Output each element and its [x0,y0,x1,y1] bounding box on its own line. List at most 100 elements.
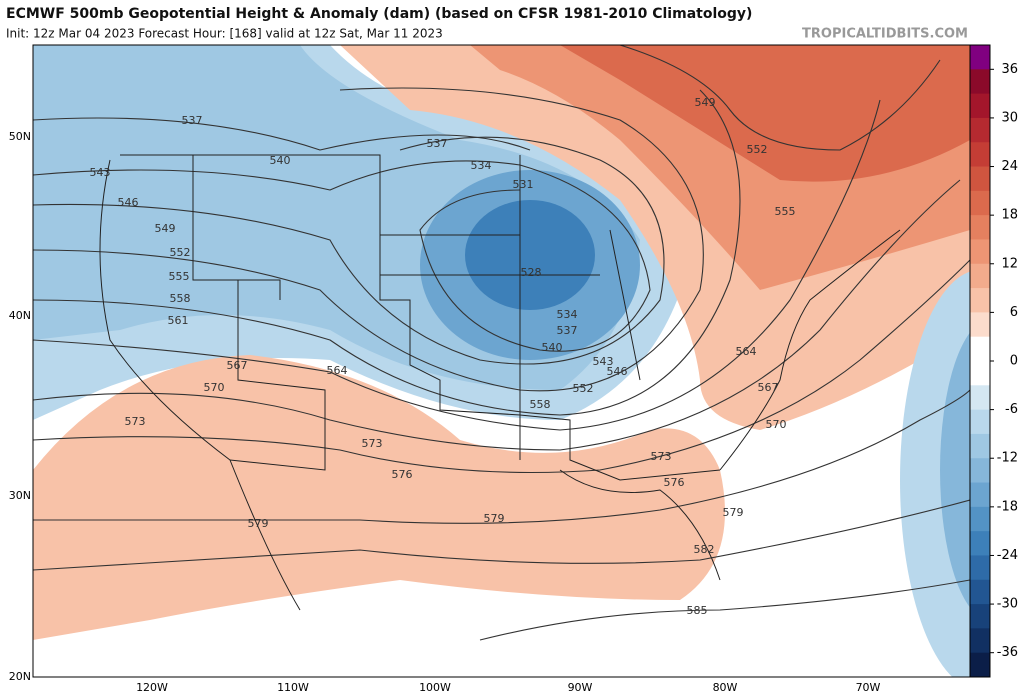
contour-label: 549 [695,96,716,109]
colorbar-segment [970,531,990,556]
colorbar-segment [970,579,990,605]
colorbar-label: 24 [1001,159,1018,174]
contour-label: 576 [664,476,685,489]
contour-label: 573 [362,437,383,450]
contour-label: 558 [530,398,551,411]
contour-label: 531 [513,178,534,191]
colorbar-segment [970,409,990,435]
colorbar-label: -36 [997,645,1018,660]
colorbar-segment [970,69,990,95]
contour-label: 567 [227,359,248,372]
colorbar-segment [970,142,990,168]
colorbar-label: 12 [1001,256,1018,271]
lon-label: 90W [568,681,593,694]
colorbar-label: 30 [1001,110,1018,125]
contour-label: 582 [694,543,715,556]
contour-label: 546 [118,196,139,209]
contour-label: 552 [573,382,594,395]
colorbar-label: -30 [997,597,1018,612]
height-contours [33,45,970,641]
negative-anomaly [940,332,970,608]
colorbar: 36 30 24 18 12 6 0 -6 -12 -18 -24 -30 -36 [969,44,1018,678]
subtitle: Init: 12z Mar 04 2023 Forecast Hour: [16… [6,27,443,41]
contour-label: 552 [747,143,768,156]
contour-label: 546 [607,365,628,378]
contour-label: 555 [169,270,190,283]
colorbar-segment [970,555,990,581]
colorbar-label: 36 [1001,62,1018,77]
contour-labels: 5375435465495525555585615405375345315285… [90,96,796,617]
lat-label: 30N [9,489,31,502]
colorbar-label: -12 [997,451,1018,466]
contour-label: 579 [248,517,269,530]
contour-label: 537 [427,137,448,150]
contour-label: 564 [736,345,757,358]
colorbar-segment [970,166,990,192]
contour-label: 579 [484,512,505,525]
contour-label: 543 [593,355,614,368]
contour-label: 555 [775,205,796,218]
contour-label: 570 [766,418,787,431]
contour-label: 585 [687,604,708,617]
title: ECMWF 500mb Geopotential Height & Anomal… [6,6,752,22]
lon-label: 80W [713,681,738,694]
watermark: TROPICALTIDBITS.COM [802,27,968,42]
contour-label: 570 [204,381,225,394]
colorbar-label: -6 [1005,402,1018,417]
contour-label: 564 [327,364,348,377]
lon-label: 70W [856,681,881,694]
colorbar-label: -24 [997,548,1018,563]
contour-label: 576 [392,468,413,481]
colorbar-segment [970,458,990,484]
contour-label: 549 [155,222,176,235]
colorbar-segment [970,652,990,678]
positive-anomaly [33,355,725,640]
colorbar-segment [970,288,990,313]
colorbar-segment [970,215,990,240]
contour-label: 567 [758,381,779,394]
colorbar-segment [970,506,990,532]
colorbar-label: 6 [1010,305,1018,320]
positive-anomaly [560,45,970,182]
negative-anomaly-core [465,200,595,310]
colorbar-label: 18 [1001,208,1018,223]
contour-label: 573 [125,415,146,428]
contour-label: 552 [170,246,191,259]
colorbar-segment [970,604,990,629]
colorbar-segment [970,190,990,216]
contour-label: 537 [557,324,578,337]
contour-label: 561 [168,314,189,327]
lon-label: 110W [277,681,309,694]
lon-label: 100W [419,681,451,694]
lon-label: 120W [136,681,168,694]
axis-labels: 50N 40N 30N 20N 120W 110W 100W 90W 80W 70W [9,130,881,694]
colorbar-segment [970,117,990,143]
colorbar-segment [970,628,990,654]
contour-label: 540 [542,341,563,354]
contour-label: 558 [170,292,191,305]
contour-label: 534 [471,159,492,172]
contour-label: 540 [270,154,291,167]
colorbar-segment [970,45,990,70]
colorbar-segment [970,361,990,386]
colorbar-segment [970,239,990,265]
contour-label: 579 [723,506,744,519]
contour-label: 573 [651,450,672,463]
colorbar-segment [970,93,990,119]
contour-label: 543 [90,166,111,179]
lat-label: 40N [9,309,31,322]
colorbar-label: -18 [997,499,1018,514]
lat-label: 20N [9,670,31,683]
colorbar-segment [970,312,990,338]
contour-label: 537 [182,114,203,127]
colorbar-segment [970,385,990,411]
colorbar-segment [970,263,990,289]
contour-label: 534 [557,308,578,321]
colorbar-label: 0 [1010,354,1018,369]
contour-label: 528 [521,266,542,279]
colorbar-segment [970,336,990,362]
colorbar-segment [970,482,990,508]
colorbar-segment [970,433,990,459]
map-area: 5375435465495525555585615405375345315285… [32,44,971,678]
